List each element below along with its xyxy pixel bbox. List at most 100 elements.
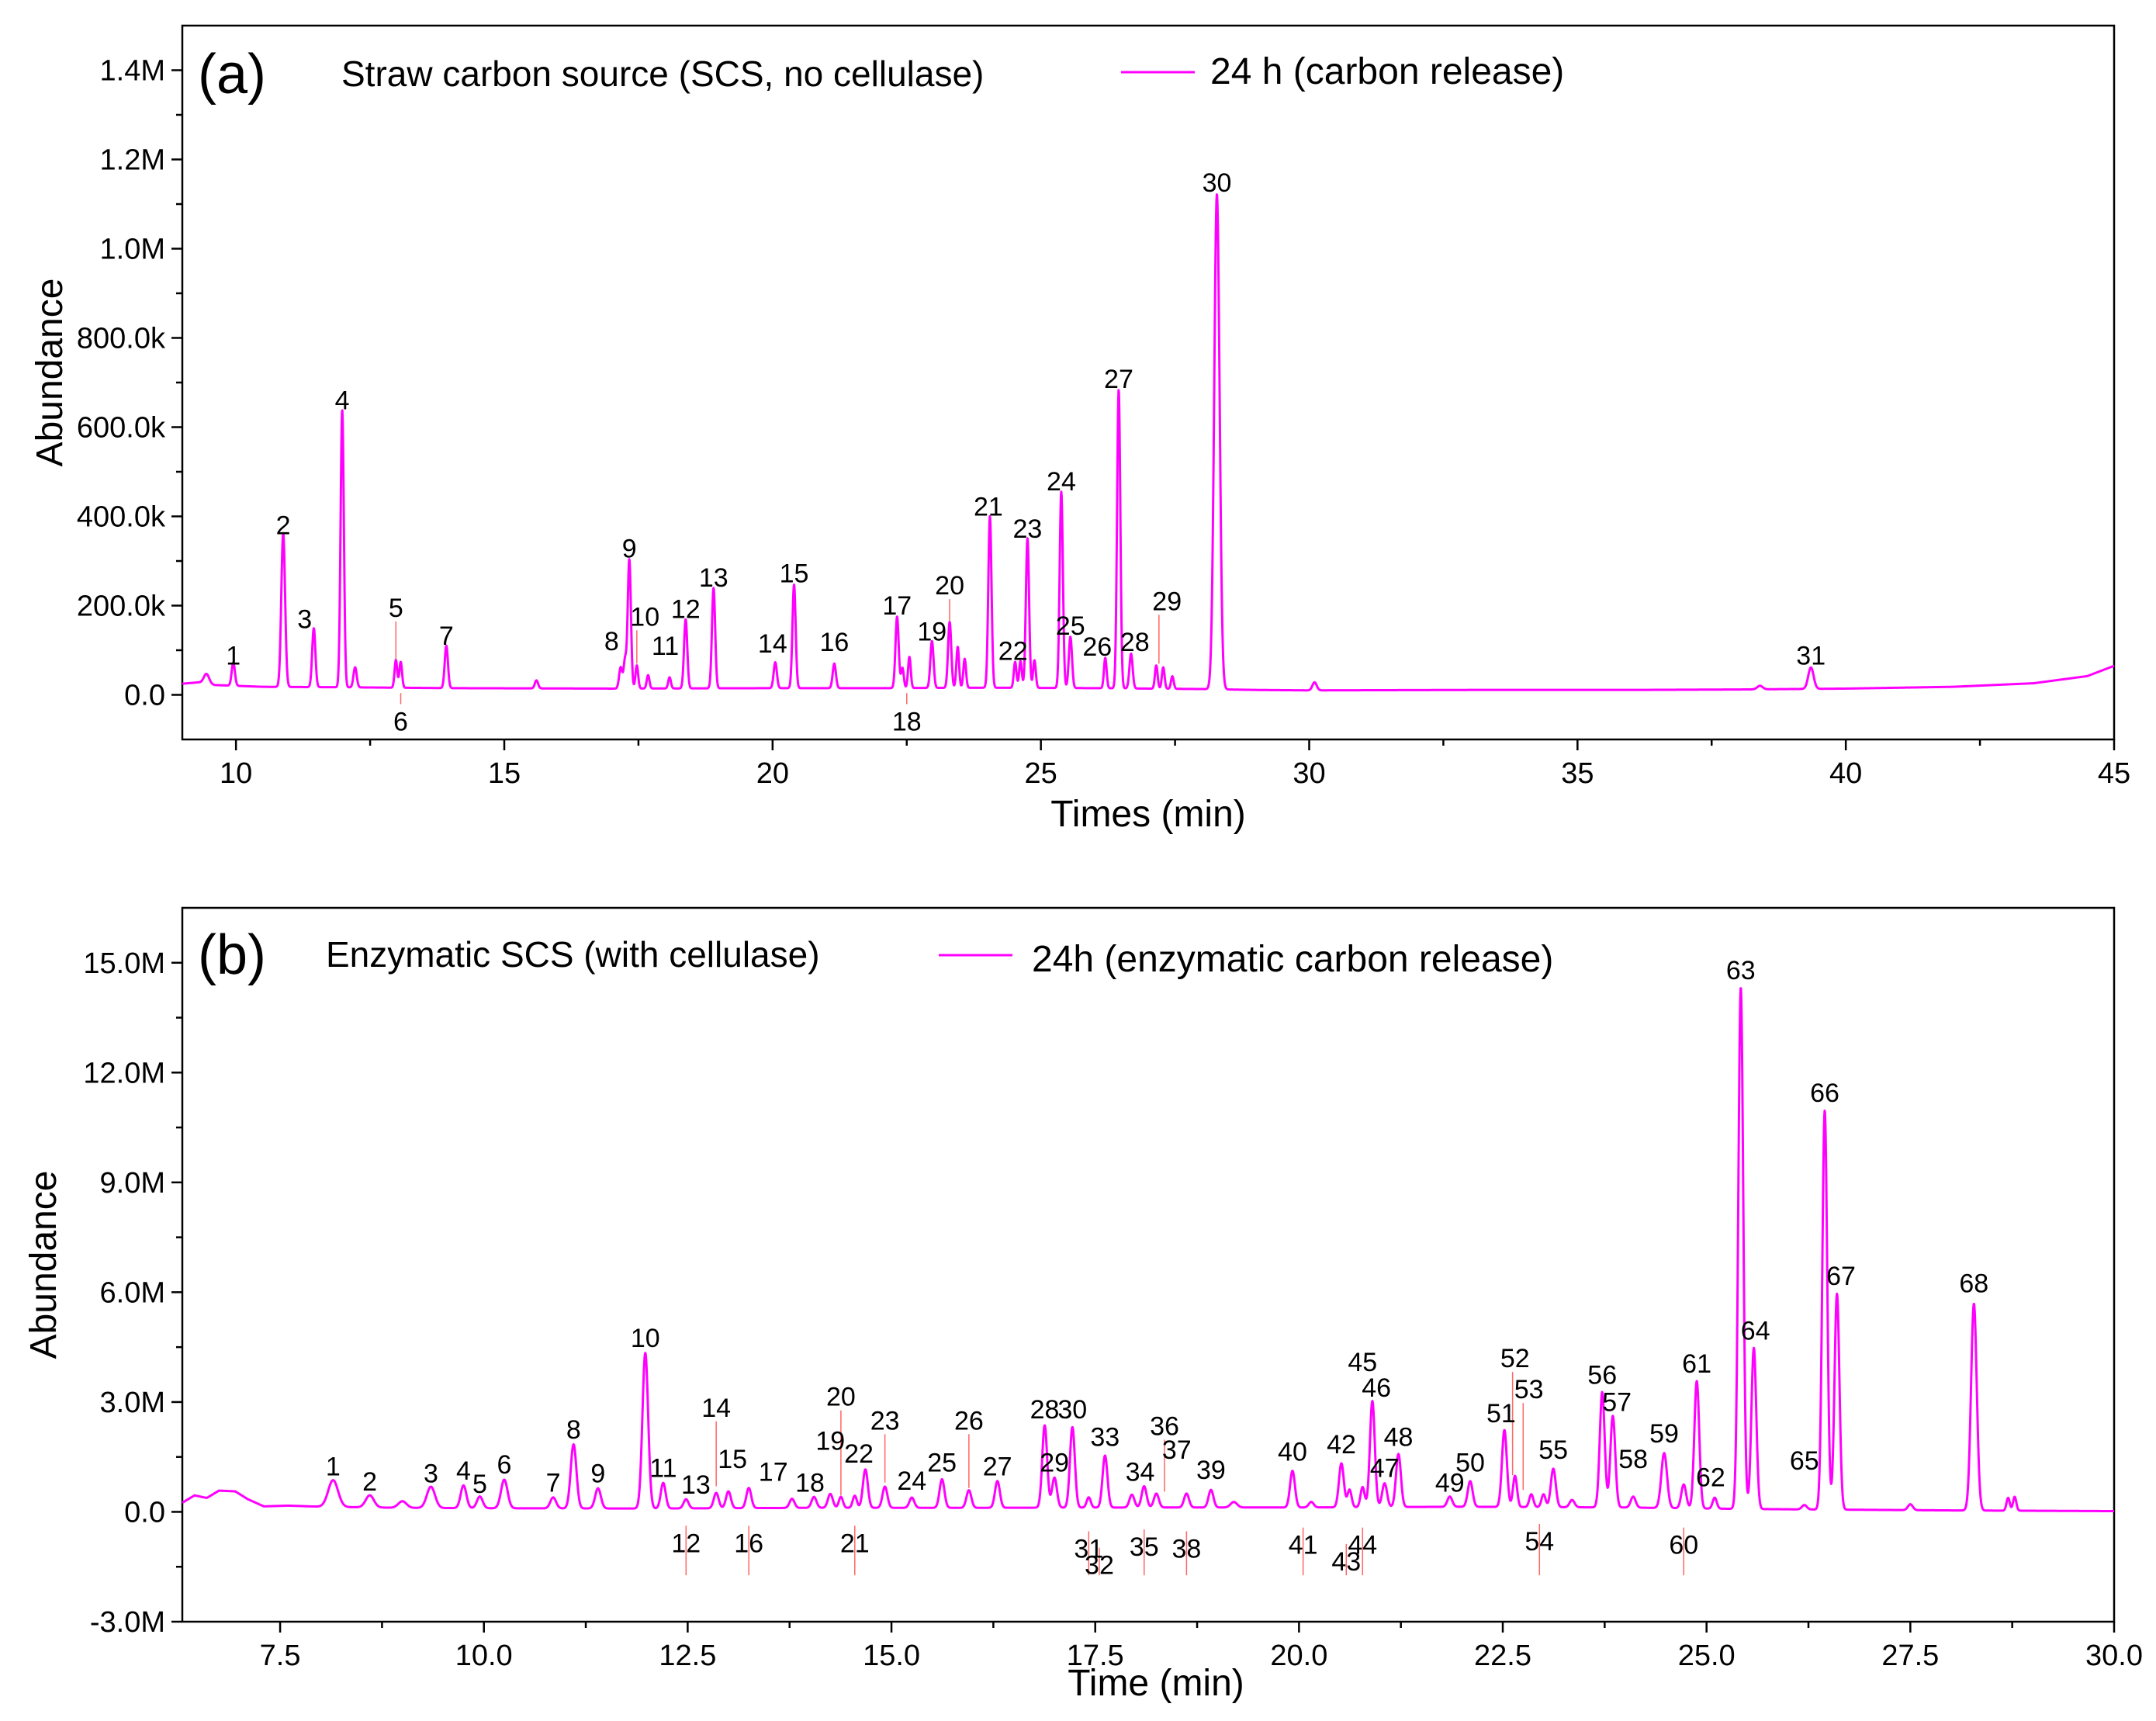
panel-b-peak-label: 17 bbox=[759, 1457, 788, 1487]
panel-a-peak-label: 25 bbox=[1056, 611, 1085, 641]
panel-a-peak-label: 7 bbox=[439, 622, 454, 651]
panel-b-peak-label: 43 bbox=[1331, 1547, 1361, 1577]
panel-b-peak-label: 62 bbox=[1696, 1463, 1725, 1492]
panel-b-y-axis-title: Abundance bbox=[23, 1171, 64, 1359]
panel-a-x-tick-label: 25 bbox=[1025, 757, 1057, 790]
panel-a-peak-label: 31 bbox=[1796, 641, 1826, 670]
panel-a-leader-lines bbox=[395, 599, 1160, 705]
panel-a-peak-label: 10 bbox=[630, 602, 659, 632]
panel-b-peak-label: 8 bbox=[566, 1415, 581, 1445]
panel-b-peak-label: 46 bbox=[1362, 1373, 1391, 1403]
panel-a-peak-label: 24 bbox=[1047, 467, 1076, 497]
panel-b-peak-label: 60 bbox=[1669, 1531, 1698, 1560]
panel-b-peak-label: 30 bbox=[1057, 1395, 1087, 1425]
panel-a-x-tick-label: 10 bbox=[220, 757, 252, 790]
panel-b-peak-label: 63 bbox=[1726, 956, 1756, 985]
panel-a-x-tick-label: 20 bbox=[756, 757, 789, 790]
panel-b-y-tick-label: 9.0M bbox=[100, 1167, 165, 1200]
panel-a-y-tick-labels: 0.0 200.0k 400.0k 600.0k 800.0k 1.0M 1.2M 1.4M bbox=[77, 55, 166, 712]
panel-b-leader-lines bbox=[685, 1372, 1685, 1576]
panel-b-peak-label: 2 bbox=[362, 1467, 377, 1497]
panel-a-peak-label: 27 bbox=[1104, 365, 1133, 394]
panel-a-chart: 10 15 20 25 30 35 40 45 0.0200.0k400.0k600.0k80… bbox=[29, 24, 2130, 835]
panel-a-peak-label: 19 bbox=[917, 617, 946, 646]
panel-a-peak-label: 11 bbox=[652, 632, 679, 661]
panel-a-peak-label: 6 bbox=[393, 708, 408, 737]
panel-b-legend-label: 24h (enzymatic carbon release) bbox=[1032, 939, 1553, 980]
panel-a-y-tick-label: 0.0 bbox=[124, 680, 165, 712]
panel-a-peak-label: 3 bbox=[297, 604, 312, 634]
panel-b-peak-label: 41 bbox=[1289, 1531, 1318, 1560]
panel-a-peak-label: 9 bbox=[622, 534, 637, 563]
panel-a-y-tick-label: 800.0k bbox=[77, 323, 166, 355]
panel-b-peak-label: 52 bbox=[1500, 1344, 1530, 1373]
panel-b-y-tick-label: 15.0M bbox=[83, 947, 165, 980]
panel-b-peak-label: 68 bbox=[1959, 1269, 1988, 1298]
panel-b-x-tick-label: 17.5 bbox=[1067, 1640, 1124, 1672]
panel-b-peak-label: 59 bbox=[1649, 1419, 1679, 1449]
panel-a-title: Straw carbon source (SCS, no cellulase) bbox=[341, 54, 984, 94]
panel-a-peak-label: 8 bbox=[604, 627, 619, 656]
panel-b-peak-label: 4 bbox=[456, 1456, 471, 1486]
panel-a-x-tick-label: 35 bbox=[1561, 757, 1594, 790]
panel-b-peak-label: 48 bbox=[1384, 1423, 1414, 1453]
panel-b-peak-label: 29 bbox=[1040, 1449, 1069, 1478]
panel-b-peak-label: 3 bbox=[424, 1460, 438, 1489]
panel-b-peak-label: 53 bbox=[1514, 1375, 1544, 1404]
panel-b-x-tick-label: 25.0 bbox=[1678, 1640, 1736, 1672]
panel-b-peak-label: 49 bbox=[1435, 1469, 1465, 1498]
panel-a-chromatogram-trace bbox=[181, 193, 2116, 692]
panel-a-peak-label: 22 bbox=[998, 637, 1028, 667]
panel-b-peak-label: 9 bbox=[590, 1460, 605, 1489]
panel-b-peak-label: 21 bbox=[840, 1529, 870, 1558]
panel-b-x-tick-label: 12.5 bbox=[659, 1640, 716, 1672]
panel-a-peak-label: 1 bbox=[226, 641, 241, 670]
panel-b-peak-label: 28 bbox=[1030, 1395, 1060, 1425]
panel-b-peak-label: 31 bbox=[1074, 1534, 1103, 1563]
panel-b-peak-label: 55 bbox=[1538, 1435, 1568, 1465]
panel-a-y-tick-label: 1.4M bbox=[100, 55, 165, 88]
panel-b-peak-label: 1 bbox=[326, 1452, 341, 1481]
panel-b-chromatogram-trace bbox=[181, 987, 2116, 1513]
panel-b-peak-label: 18 bbox=[795, 1469, 825, 1498]
panel-b-peak-label: 38 bbox=[1171, 1534, 1201, 1563]
panel-a-peak-label: 20 bbox=[935, 571, 964, 601]
panel-b-axis-ticks bbox=[171, 961, 2116, 1633]
panel-b-y-tick-label: 0.0 bbox=[124, 1496, 165, 1529]
panel-b-peak-label: 47 bbox=[1370, 1454, 1400, 1484]
panel-b-peak-label: 54 bbox=[1524, 1527, 1554, 1557]
panel-b-x-tick-label: 10.0 bbox=[455, 1640, 513, 1672]
panel-a-x-tick-labels: 10 15 20 25 30 35 40 45 bbox=[220, 757, 2130, 790]
panel-b-plot-frame bbox=[181, 906, 2116, 1623]
panel-b-peak-label: 37 bbox=[1162, 1435, 1192, 1465]
panel-a-peak-label: 30 bbox=[1203, 168, 1232, 198]
panel-a-peak-label: 28 bbox=[1120, 628, 1150, 657]
panel-a-peak-label: 5 bbox=[389, 594, 403, 623]
panel-b-peak-label: 44 bbox=[1348, 1531, 1377, 1560]
panel-a-x-tick-label: 15 bbox=[488, 757, 521, 790]
panel-a-legend-label: 24 h (carbon release) bbox=[1210, 51, 1564, 92]
panel-b-peak-label: 11 bbox=[649, 1454, 677, 1484]
panel-b-peak-label: 7 bbox=[546, 1469, 561, 1498]
panel-b-peak-label: 42 bbox=[1327, 1430, 1356, 1460]
panel-b-peak-label: 45 bbox=[1348, 1348, 1377, 1377]
panel-a-peak-label: 29 bbox=[1152, 587, 1182, 616]
panel-a-peak-label: 4 bbox=[335, 386, 350, 416]
panel-a-peak-label: 15 bbox=[780, 559, 809, 589]
panel-a-axis-ticks bbox=[171, 69, 2116, 750]
panel-b-x-axis-title: Time (min) bbox=[1068, 1663, 1244, 1704]
panel-a-y-tick-label: 200.0k bbox=[77, 590, 166, 623]
panel-b-peak-label: 61 bbox=[1682, 1349, 1711, 1379]
panel-b-x-tick-label: 20.0 bbox=[1270, 1640, 1327, 1672]
panel-b-y-tick-labels: -3.0M 0.0 3.0M 6.0M 9.0M 12.0M 15.0M bbox=[83, 947, 165, 1639]
panel-b-peak-label: 65 bbox=[1790, 1446, 1819, 1476]
panel-b-peak-label: 22 bbox=[844, 1439, 874, 1469]
panel-b-y-tick-label: -3.0M bbox=[90, 1606, 165, 1639]
panel-b-peak-label: 56 bbox=[1587, 1360, 1617, 1390]
panel-b-peak-label: 10 bbox=[631, 1324, 660, 1353]
panel-a-x-tick-label: 30 bbox=[1293, 757, 1325, 790]
panel-b-peak-label: 51 bbox=[1486, 1399, 1516, 1428]
panel-b-peak-label: 15 bbox=[718, 1445, 747, 1474]
panel-b-peak-label: 32 bbox=[1085, 1551, 1114, 1581]
